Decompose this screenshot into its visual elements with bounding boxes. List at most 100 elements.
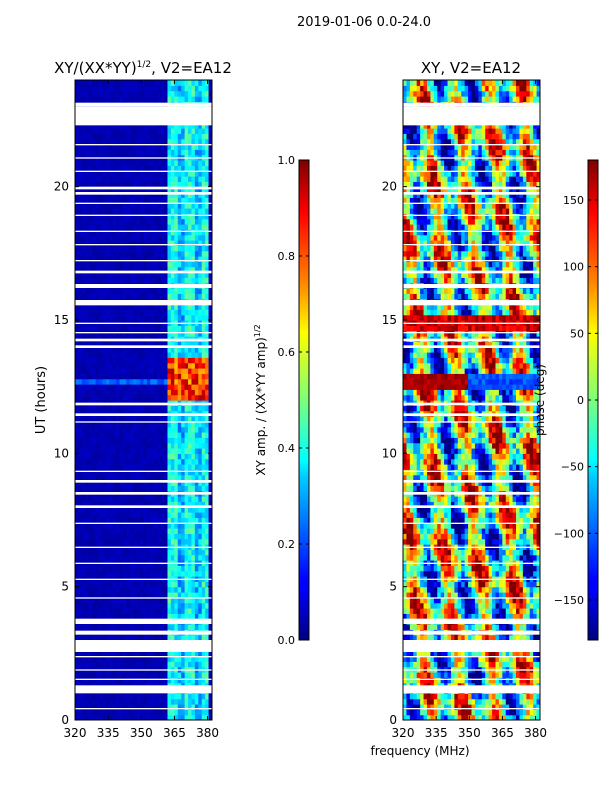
amplitude-cell [109, 565, 113, 571]
amplitude-cell [133, 613, 137, 619]
amplitude-cell [102, 160, 106, 166]
amplitude-cell [144, 224, 148, 230]
amplitude-cell [113, 80, 117, 86]
amplitude-cell [140, 373, 144, 379]
amplitude-cell [157, 133, 161, 139]
amplitude-cell [174, 176, 178, 182]
amplitude-cell [130, 133, 134, 139]
amplitude-cell [188, 229, 192, 235]
amplitude-cell [140, 571, 144, 577]
amplitude-cell [167, 635, 171, 641]
amplitude-cell [144, 331, 148, 337]
amplitude-cell [109, 160, 113, 166]
amplitude-cell [150, 469, 154, 475]
amplitude-cell [123, 331, 127, 337]
amplitude-cell [205, 293, 209, 299]
amplitude-cell [164, 373, 168, 379]
amplitude-cell [205, 416, 209, 422]
amplitude-cell [89, 528, 93, 534]
amplitude-cell [171, 693, 175, 699]
amplitude-cell [147, 91, 151, 97]
amplitude-cell [82, 592, 86, 598]
amplitude-cell [188, 181, 192, 187]
amplitude-cell [99, 325, 103, 331]
amplitude-cell [126, 453, 130, 459]
amplitude-cell [164, 587, 168, 593]
amplitude-cell [157, 331, 161, 337]
amplitude-cell [130, 496, 134, 502]
amplitude-cell [123, 165, 127, 171]
amplitude-cell [181, 293, 185, 299]
amplitude-cell [188, 613, 192, 619]
amplitude-cell [140, 165, 144, 171]
amplitude-cell [140, 565, 144, 571]
amplitude-cell [89, 160, 93, 166]
amplitude-cell [178, 315, 182, 321]
amplitude-cell [195, 389, 199, 395]
amplitude-cell [133, 96, 137, 102]
amplitude-cell [102, 517, 106, 523]
amplitude-cell [144, 539, 148, 545]
amplitude-cell [102, 293, 106, 299]
amplitude-cell [157, 261, 161, 267]
amplitude-cell [82, 528, 86, 534]
amplitude-cell [164, 699, 168, 705]
amplitude-cell [78, 533, 82, 539]
amplitude-cell [78, 139, 82, 145]
amplitude-cell [167, 624, 171, 630]
amplitude-cell [174, 197, 178, 203]
amplitude-cell [140, 139, 144, 145]
amplitude-cell [109, 448, 113, 454]
amplitude-cell [205, 469, 209, 475]
amplitude-cell [75, 379, 79, 385]
amplitude-cell [89, 469, 93, 475]
amplitude-cell [96, 197, 100, 203]
amplitude-cell [89, 459, 93, 465]
amplitude-cell [178, 581, 182, 587]
amplitude-cell [99, 235, 103, 241]
amplitude-cell [109, 128, 113, 134]
amplitude-cell [188, 603, 192, 609]
amplitude-cell [161, 325, 165, 331]
amplitude-cell [147, 709, 151, 715]
amplitude-cell [157, 427, 161, 433]
amplitude-cell [116, 427, 120, 433]
amplitude-cell [144, 432, 148, 438]
amplitude-cell [174, 357, 178, 363]
amplitude-cell [144, 448, 148, 454]
amplitude-cell [174, 475, 178, 481]
amplitude-cell [102, 315, 106, 321]
amplitude-cell [147, 539, 151, 545]
amplitude-cell [116, 485, 120, 491]
amplitude-cell [195, 363, 199, 369]
amplitude-cell [126, 384, 130, 390]
amplitude-cell [150, 277, 154, 283]
amplitude-cell [133, 293, 137, 299]
amplitude-cell [195, 533, 199, 539]
amplitude-cell [99, 245, 103, 251]
amplitude-cell [140, 363, 144, 369]
amplitude-cell [85, 261, 89, 267]
amplitude-cell [116, 363, 120, 369]
amplitude-cell [82, 661, 86, 667]
amplitude-cell [106, 571, 110, 577]
amplitude-cell [78, 475, 82, 481]
amplitude-cell [133, 357, 137, 363]
amplitude-cell [167, 475, 171, 481]
amplitude-cell [154, 165, 158, 171]
amplitude-cell [140, 432, 144, 438]
amplitude-cell [167, 133, 171, 139]
amplitude-cell [188, 293, 192, 299]
amplitude-cell [99, 352, 103, 358]
amplitude-cell [113, 635, 117, 641]
amplitude-cell [92, 432, 96, 438]
amplitude-cell [195, 261, 199, 267]
amplitude-cell [109, 677, 113, 683]
amplitude-cell [92, 581, 96, 587]
amplitude-cell [75, 699, 79, 705]
phase-cell [410, 709, 414, 715]
amplitude-cell [150, 485, 154, 491]
amplitude-cell [116, 91, 120, 97]
amplitude-cell [96, 453, 100, 459]
amplitude-cell [174, 277, 178, 283]
